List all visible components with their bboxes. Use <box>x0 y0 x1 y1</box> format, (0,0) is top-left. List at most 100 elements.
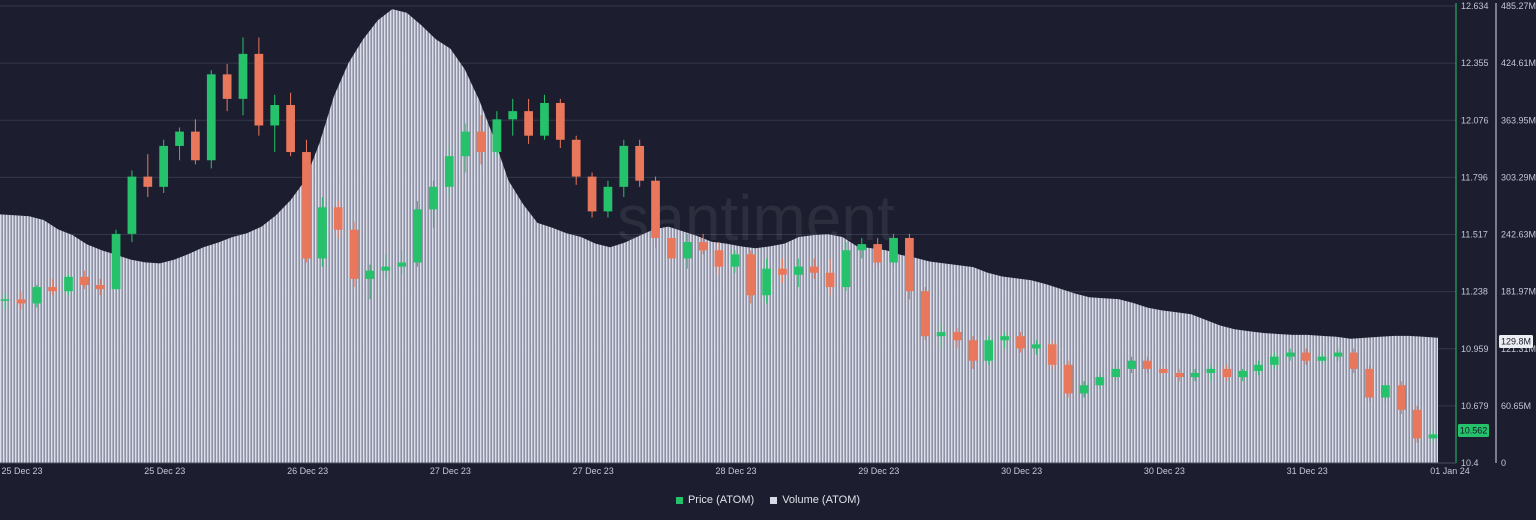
volume-tick-label: 181.97M <box>1501 287 1536 297</box>
candle <box>317 197 327 267</box>
legend-label-price: Price (ATOM) <box>687 494 755 506</box>
x-tick-label: 31 Dec 23 <box>1287 466 1328 476</box>
x-tick-label: 30 Dec 23 <box>1144 466 1185 476</box>
candle-body <box>571 139 581 177</box>
candle-body <box>1269 356 1279 365</box>
candle-body <box>857 244 867 251</box>
candle <box>1143 356 1152 373</box>
candle <box>508 98 518 136</box>
candle <box>476 115 486 165</box>
candle-body <box>1047 344 1057 365</box>
candle <box>1111 360 1121 382</box>
candle <box>349 221 359 288</box>
candle <box>540 94 549 140</box>
candle <box>936 323 946 349</box>
candle <box>571 135 581 185</box>
candle-body <box>1016 336 1025 349</box>
candle <box>809 258 819 279</box>
volume-tick-label: 485.27M <box>1501 1 1536 11</box>
candle <box>762 258 771 304</box>
candle-body <box>698 242 708 251</box>
candle-body <box>1143 360 1152 369</box>
candle <box>524 98 533 144</box>
price-tick-label: 10.679 <box>1461 401 1489 411</box>
candle-body <box>1206 368 1216 373</box>
candle-body <box>1285 352 1295 357</box>
candle <box>698 233 708 255</box>
candle <box>32 285 42 308</box>
candle-body <box>222 74 232 99</box>
candle <box>143 154 153 198</box>
current-volume-badge <box>1499 335 1533 348</box>
candle <box>0 293 10 310</box>
candle-body <box>1079 385 1089 394</box>
candle <box>1301 348 1311 365</box>
current-price-label: 10.562 <box>1460 426 1488 436</box>
candle-body <box>48 287 57 292</box>
price-tick-label: 11.796 <box>1461 172 1488 182</box>
candle-body <box>492 119 502 153</box>
candle <box>460 123 470 173</box>
candle-body <box>809 266 819 273</box>
candle <box>492 111 502 157</box>
price-tick-label: 11.517 <box>1461 230 1488 240</box>
candle-body <box>0 299 10 301</box>
candle <box>333 201 343 238</box>
candle <box>968 336 978 369</box>
candle <box>302 139 311 263</box>
legend-item-volume[interactable]: Volume (ATOM) <box>770 494 860 506</box>
candle-body <box>889 237 898 263</box>
candle-body <box>317 207 327 259</box>
legend-swatch-volume <box>770 496 778 504</box>
candle <box>397 250 407 275</box>
candle-body <box>206 74 216 161</box>
candle-body <box>714 250 724 267</box>
x-axis-ticks: 25 Dec 23 25 Dec 23 26 Dec 23 27 Dec 23 27 D… <box>1 466 1469 476</box>
candle-body <box>16 299 26 304</box>
candle <box>429 180 438 228</box>
candle-body <box>1127 360 1136 369</box>
candle-body <box>1396 385 1406 410</box>
candle <box>555 98 565 148</box>
candle-body <box>651 180 660 238</box>
candle-body <box>111 233 121 290</box>
candle <box>635 139 645 187</box>
candle <box>1412 405 1422 443</box>
candle <box>95 278 105 296</box>
candle-body <box>540 102 549 136</box>
volume-tick-label: 0 <box>1501 458 1506 468</box>
candle-body <box>778 268 787 275</box>
legend-label-volume: Volume (ATOM) <box>782 494 861 506</box>
candle-body <box>397 262 407 267</box>
candle-body <box>905 237 914 292</box>
volume-axis-ticks: 485.27M 424.61M 363.95M 303.29M 242.63M 181.9… <box>1501 1 1536 468</box>
candle <box>270 94 280 153</box>
candle <box>1079 381 1089 398</box>
candle-body <box>1317 356 1327 361</box>
candle-body <box>952 332 962 341</box>
candle <box>413 201 422 267</box>
candle <box>857 237 867 259</box>
legend-item-price[interactable]: Price (ATOM) <box>675 494 755 506</box>
price-tick-label: 12.355 <box>1461 58 1489 68</box>
candle-body <box>1238 370 1247 378</box>
candle <box>1174 368 1184 382</box>
candle <box>619 139 629 198</box>
candle-body <box>1333 352 1343 357</box>
candle-body <box>95 285 105 290</box>
candle <box>730 250 740 273</box>
candle-body <box>920 291 930 337</box>
candle-body <box>143 176 153 187</box>
candle <box>64 274 73 296</box>
candle-body <box>302 152 311 259</box>
candle-body <box>603 186 613 212</box>
x-tick-label: 27 Dec 23 <box>573 466 614 476</box>
candle <box>1396 381 1406 414</box>
x-tick-label: 25 Dec 23 <box>1 466 42 476</box>
candle <box>1238 368 1247 382</box>
candle-body <box>286 105 295 153</box>
candle-body <box>793 266 803 275</box>
candle <box>365 264 375 300</box>
